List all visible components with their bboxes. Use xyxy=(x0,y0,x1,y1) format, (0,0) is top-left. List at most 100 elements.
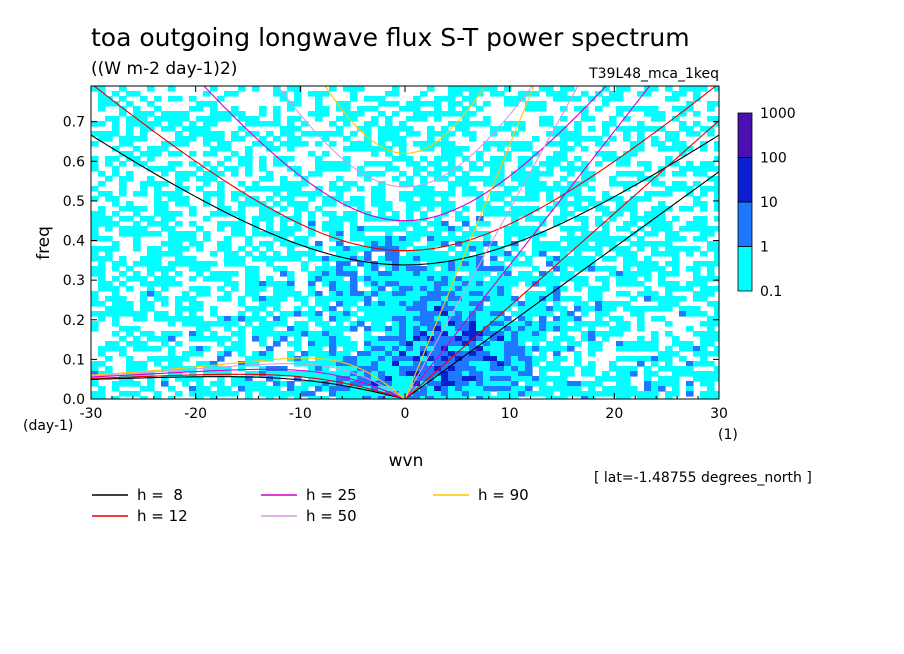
spectrum-cell xyxy=(455,121,463,127)
spectrum-cell xyxy=(483,201,491,207)
spectrum-cell xyxy=(385,206,393,212)
spectrum-cell xyxy=(280,396,288,399)
spectrum-cell xyxy=(105,236,113,242)
spectrum-cell xyxy=(714,116,719,122)
spectrum-cell xyxy=(525,351,533,357)
spectrum-cell xyxy=(252,121,260,127)
spectrum-cell xyxy=(623,261,631,267)
spectrum-cell xyxy=(448,321,456,327)
spectrum-cell xyxy=(385,201,393,207)
spectrum-cell xyxy=(511,221,519,227)
spectrum-cell xyxy=(343,121,351,127)
spectrum-cell xyxy=(427,136,435,142)
spectrum-cell xyxy=(350,246,358,252)
spectrum-cell xyxy=(294,386,302,392)
spectrum-cell xyxy=(112,346,120,352)
spectrum-cell xyxy=(588,246,596,252)
spectrum-cell xyxy=(175,356,183,362)
spectrum-cell xyxy=(581,321,589,327)
spectrum-cell xyxy=(392,336,400,342)
spectrum-cell xyxy=(273,156,281,162)
spectrum-cell xyxy=(532,216,540,222)
spectrum-cell xyxy=(140,306,148,312)
spectrum-cell xyxy=(343,296,351,302)
spectrum-cell xyxy=(532,246,540,252)
spectrum-cell xyxy=(504,341,512,347)
spectrum-cell xyxy=(182,231,190,237)
spectrum-cell xyxy=(427,306,435,312)
spectrum-cell xyxy=(441,296,449,302)
spectrum-cell xyxy=(651,291,659,297)
spectrum-cell xyxy=(210,336,218,342)
spectrum-cell xyxy=(350,361,358,367)
spectrum-cell xyxy=(637,311,645,317)
spectrum-cell xyxy=(266,321,274,327)
spectrum-cell xyxy=(581,176,589,182)
spectrum-cell xyxy=(378,276,386,282)
spectrum-cell xyxy=(448,171,456,177)
spectrum-cell xyxy=(140,331,148,337)
spectrum-cell xyxy=(280,161,288,167)
spectrum-cell xyxy=(182,376,190,382)
spectrum-cell xyxy=(266,196,274,202)
spectrum-cell xyxy=(147,331,155,337)
spectrum-cell xyxy=(497,206,505,212)
spectrum-cell xyxy=(112,311,120,317)
spectrum-cell xyxy=(350,296,358,302)
spectrum-cell xyxy=(385,346,393,352)
spectrum-cell xyxy=(301,206,309,212)
spectrum-cell xyxy=(602,306,610,312)
spectrum-cell xyxy=(203,151,211,157)
spectrum-cell xyxy=(651,111,659,117)
spectrum-cell xyxy=(161,126,169,132)
spectrum-cell xyxy=(602,286,610,292)
spectrum-cell xyxy=(245,271,253,277)
spectrum-cell xyxy=(490,171,498,177)
spectrum-cell xyxy=(154,146,162,152)
spectrum-cell xyxy=(308,311,316,317)
spectrum-cell xyxy=(287,196,295,202)
spectrum-cell xyxy=(392,166,400,172)
colorbar-label: 1 xyxy=(760,240,769,256)
spectrum-cell xyxy=(287,351,295,357)
spectrum-cell xyxy=(581,231,589,237)
spectrum-cell xyxy=(161,206,169,212)
spectrum-cell xyxy=(182,141,190,147)
spectrum-cell xyxy=(413,171,421,177)
spectrum-cell xyxy=(350,366,358,372)
spectrum-cell xyxy=(406,296,414,302)
spectrum-cell xyxy=(189,131,197,137)
spectrum-cell xyxy=(343,306,351,312)
spectrum-cell xyxy=(231,256,239,262)
spectrum-cell xyxy=(560,316,568,322)
spectrum-cell xyxy=(707,271,715,277)
spectrum-cell xyxy=(665,286,673,292)
spectrum-cell xyxy=(189,391,197,397)
spectrum-cell xyxy=(357,236,365,242)
spectrum-cell xyxy=(686,206,694,212)
spectrum-cell xyxy=(182,321,190,327)
spectrum-cell xyxy=(490,86,498,92)
spectrum-cell xyxy=(420,306,428,312)
spectrum-cell xyxy=(119,336,127,342)
spectrum-cell xyxy=(147,121,155,127)
spectrum-cell xyxy=(280,231,288,237)
spectrum-cell xyxy=(175,151,183,157)
spectrum-cell xyxy=(119,161,127,167)
spectrum-cell xyxy=(378,356,386,362)
spectrum-cell xyxy=(126,136,134,142)
spectrum-cell xyxy=(525,301,533,307)
spectrum-cell xyxy=(147,281,155,287)
spectrum-cell xyxy=(532,326,540,332)
spectrum-cell xyxy=(511,366,519,372)
spectrum-cell xyxy=(658,351,666,357)
spectrum-cell xyxy=(329,341,337,347)
spectrum-cell xyxy=(434,371,442,377)
spectrum-cell xyxy=(483,181,491,187)
spectrum-cell xyxy=(140,216,148,222)
spectrum-cell xyxy=(315,191,323,197)
spectrum-cell xyxy=(595,321,603,327)
spectrum-cell xyxy=(119,271,127,277)
spectrum-cell xyxy=(665,351,673,357)
spectrum-cell xyxy=(406,176,414,182)
